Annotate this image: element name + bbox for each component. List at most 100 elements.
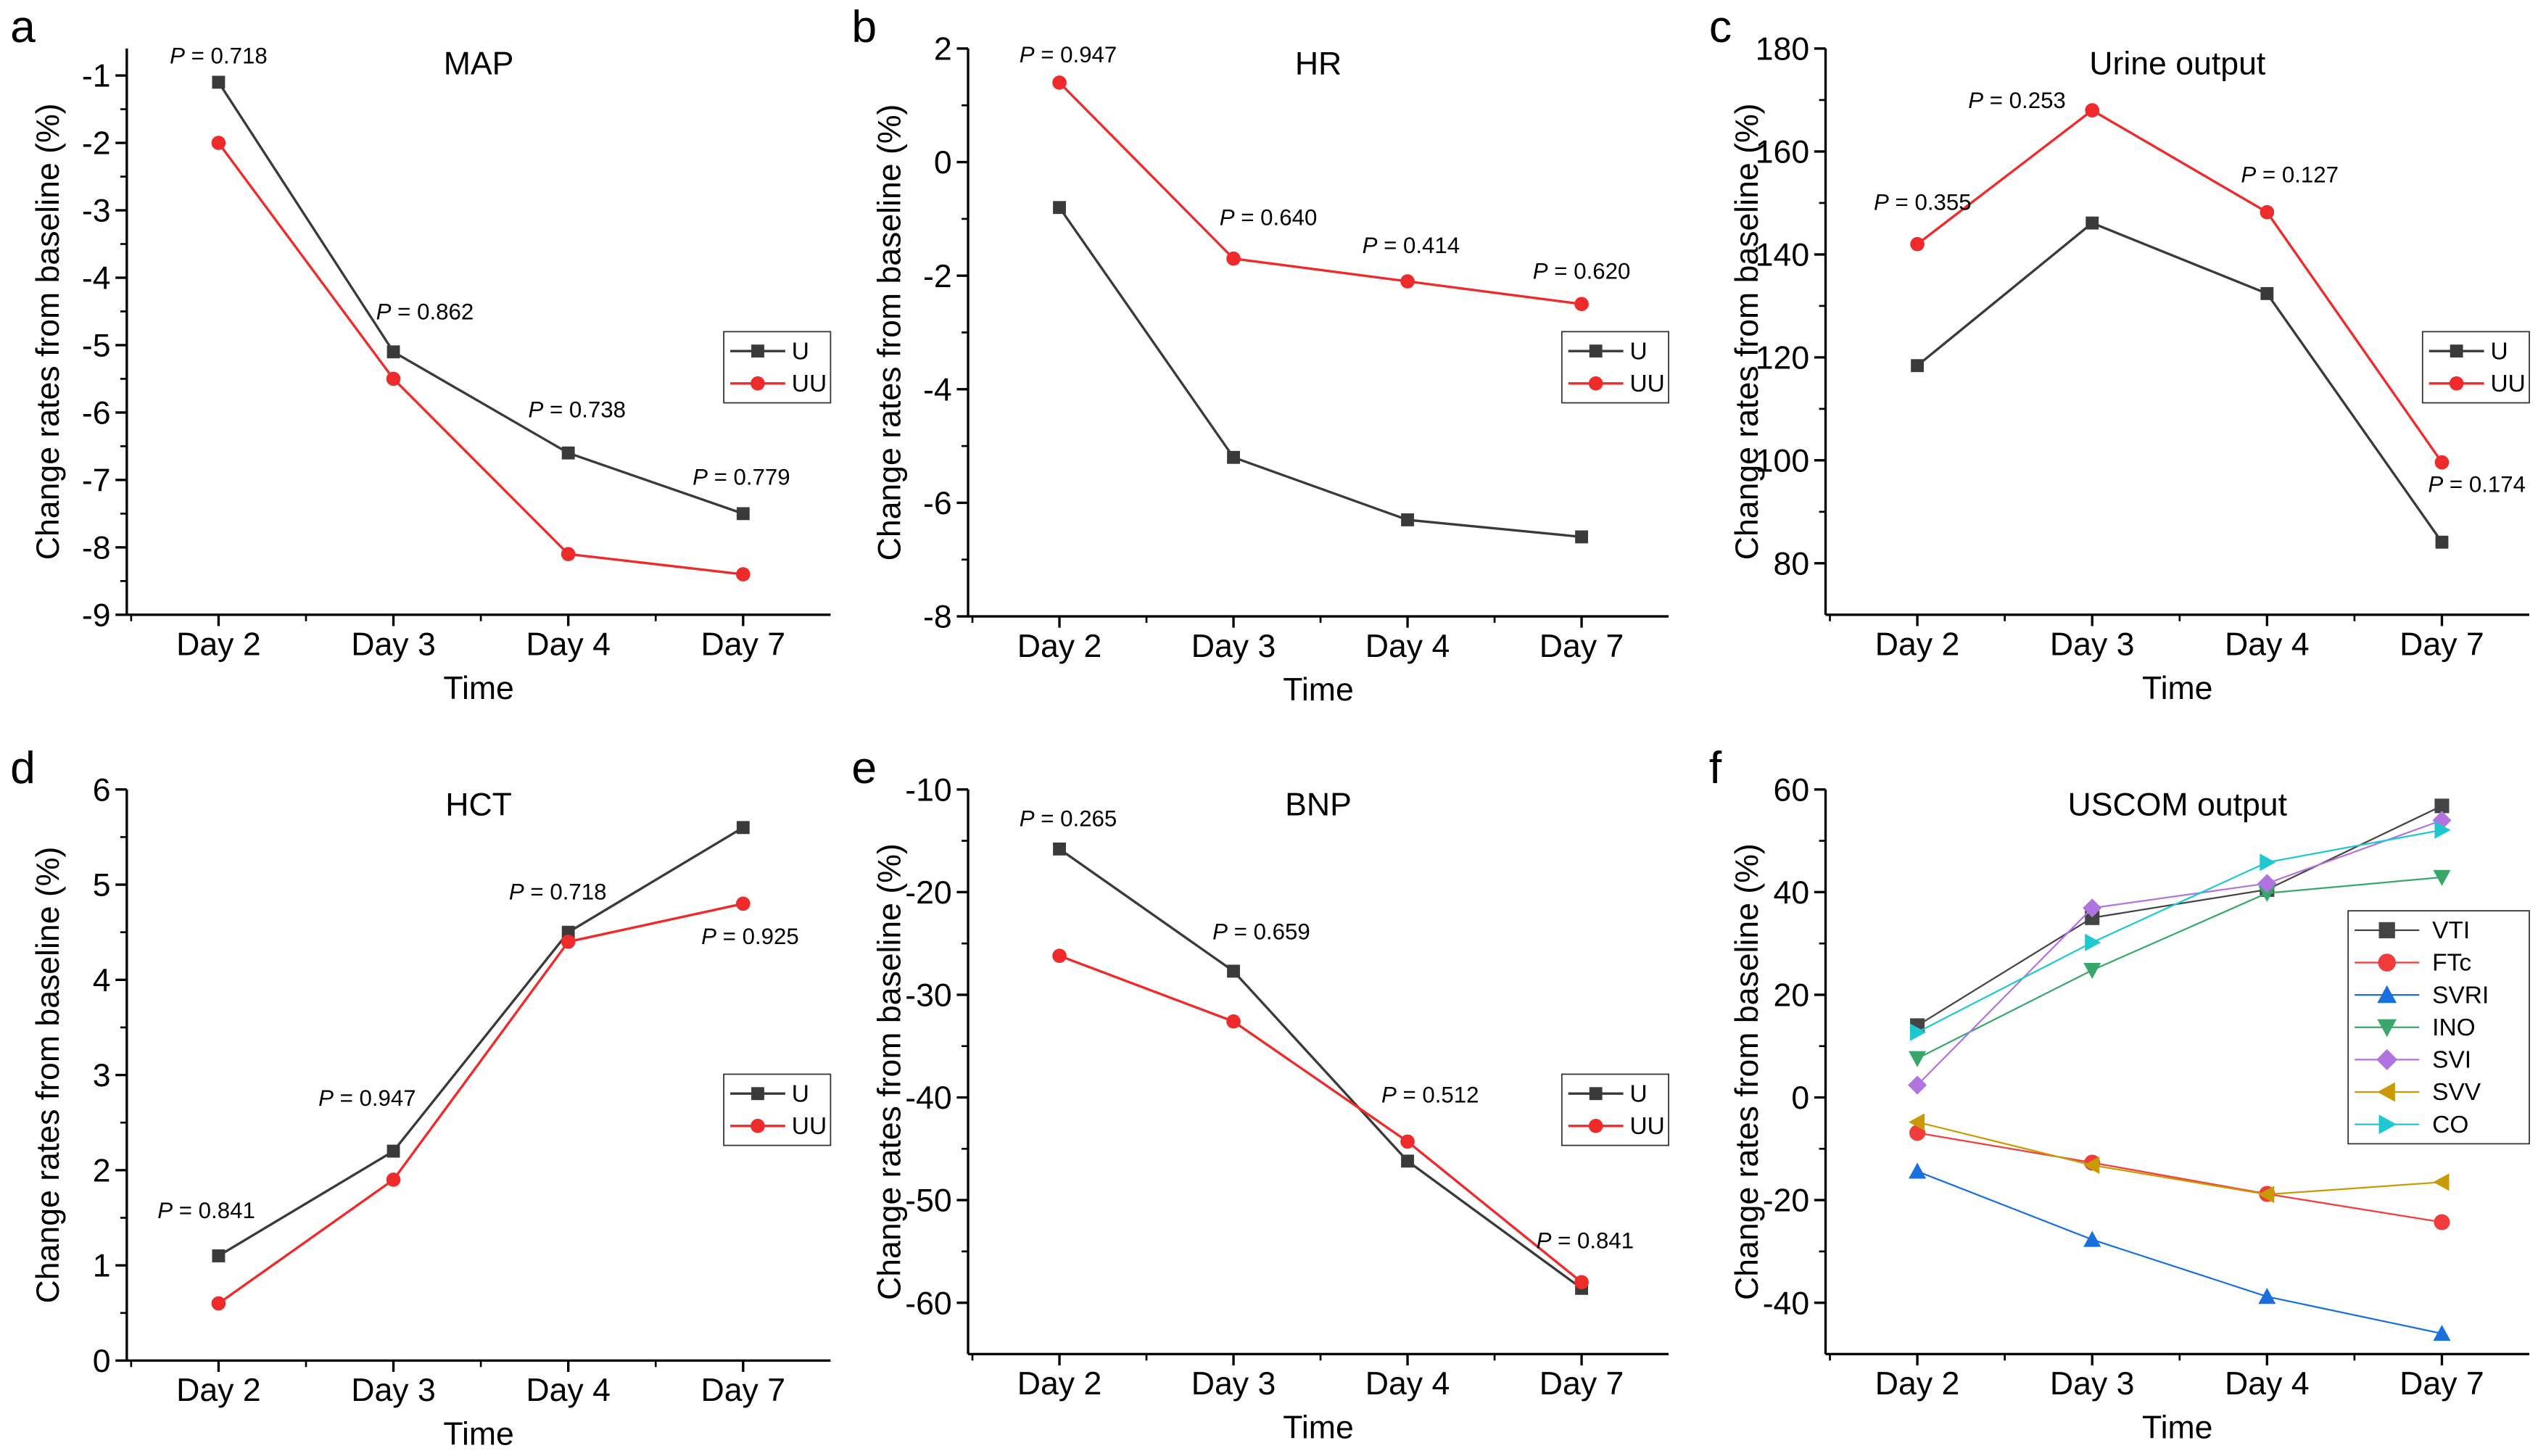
legend-marker-SVV: [2377, 1082, 2395, 1102]
p-value: = 0.841: [1551, 1228, 1634, 1253]
p-symbol: P: [157, 1198, 173, 1223]
y-tick-label: 2: [93, 1153, 111, 1188]
legend-label: U: [1630, 1080, 1648, 1107]
data-point-U: [387, 345, 400, 359]
y-tick-label: 0: [934, 145, 952, 181]
y-tick-label: -6: [923, 486, 952, 521]
legend-label: U: [2490, 338, 2508, 365]
chart-title: Urine output: [2089, 46, 2266, 82]
legend: UUU: [723, 1073, 832, 1146]
x-tick-label: Day 2: [1017, 1366, 1102, 1402]
legend-marker-U: [1589, 1087, 1603, 1101]
data-point-SVRI: [2258, 1288, 2276, 1304]
y-tick-label: 140: [1756, 238, 1809, 273]
data-point-FTc: [2434, 1214, 2450, 1230]
legend-label: FTc: [2432, 950, 2471, 977]
data-point-UU: [1226, 251, 1241, 266]
x-tick-label: Day 2: [1017, 629, 1102, 664]
legend-marker-U: [751, 344, 764, 358]
x-axis-label: Time: [1283, 672, 1353, 708]
y-tick-label: 60: [1774, 772, 1810, 808]
y-tick-label: 80: [1774, 546, 1810, 582]
x-tick-label: Day 7: [701, 1373, 786, 1408]
p-symbol: P: [1220, 205, 1235, 231]
chart-title: HR: [1295, 46, 1342, 82]
x-tick-label: Day 3: [351, 1373, 436, 1408]
data-point-UU: [1052, 948, 1067, 963]
data-point-UU: [1052, 75, 1067, 90]
data-point-UU: [211, 1296, 226, 1311]
data-point-UU: [2085, 103, 2100, 117]
x-tick-label: Day 7: [1539, 1366, 1624, 1402]
legend-marker-FTc: [2378, 954, 2396, 972]
y-tick-label: -20: [905, 875, 951, 911]
x-tick-label: Day 3: [1191, 1366, 1276, 1402]
p-symbol: P: [509, 879, 524, 904]
x-tick-label: Day 3: [1191, 629, 1276, 664]
data-point-U: [2260, 286, 2274, 300]
legend-label: VTI: [2432, 917, 2470, 944]
series-line-SVRI: [1917, 1170, 2442, 1335]
y-tick-label: -9: [82, 597, 111, 633]
y-tick-label: -40: [905, 1080, 951, 1116]
p-value-annotation: P = 0.718: [170, 43, 268, 68]
p-symbol: P: [1381, 1082, 1397, 1107]
y-axis-label: Change rates from baseline (%): [872, 843, 907, 1300]
y-tick-label: 6: [93, 772, 111, 808]
data-point-CO: [2434, 821, 2451, 839]
legend-label: UU: [792, 1113, 827, 1140]
data-point-UU: [1910, 236, 1925, 252]
y-tick-label: -6: [82, 396, 111, 431]
p-value-annotation: P = 0.640: [1220, 205, 1318, 231]
y-tick-label: 160: [1756, 135, 1809, 170]
data-point-CO: [1910, 1023, 1927, 1041]
legend: UUU: [2421, 331, 2530, 404]
series-line-VTI: [1917, 805, 2442, 1027]
p-value-annotation: P = 0.947: [1020, 42, 1117, 67]
p-symbol: P: [1533, 258, 1548, 284]
chart-title: HCT: [445, 787, 512, 822]
legend-box: [723, 1073, 832, 1146]
x-tick-label: Day 7: [701, 627, 786, 663]
y-tick-label: 100: [1756, 443, 1809, 479]
x-tick-label: Day 3: [351, 627, 436, 663]
y-tick-label: 4: [93, 963, 111, 998]
p-symbol: P: [1968, 88, 1983, 113]
x-tick-label: Day 2: [1875, 627, 1960, 663]
y-tick-label: 120: [1756, 340, 1809, 376]
legend-marker-SVRI: [2377, 985, 2397, 1004]
data-point-SVV: [1909, 1113, 1925, 1131]
p-value-annotation: P = 0.738: [528, 397, 626, 422]
legend-label: INO: [2432, 1014, 2475, 1041]
legend-label: SVI: [2432, 1047, 2471, 1074]
y-tick-label: -4: [82, 261, 111, 297]
data-point-U: [1053, 842, 1066, 856]
data-point-CO: [2085, 933, 2101, 951]
series-line-UU: [1917, 109, 2443, 463]
panel-letter: c: [1709, 1, 1732, 52]
y-tick-label: -3: [82, 194, 111, 229]
data-point-UU: [2260, 204, 2275, 220]
legend-marker-CO: [2378, 1114, 2397, 1135]
data-point-SVV: [2433, 1173, 2450, 1191]
x-axis-label: Time: [443, 1416, 513, 1452]
x-tick-label: Day 4: [1365, 629, 1450, 664]
data-point-UU: [561, 934, 576, 949]
y-tick-label: 0: [1791, 1080, 1809, 1116]
data-point-UU: [1574, 1275, 1589, 1290]
legend-label: SVRI: [2432, 982, 2489, 1009]
panel-letter: b: [851, 1, 877, 52]
legend-label: UU: [792, 371, 827, 397]
p-symbol: P: [170, 43, 185, 68]
x-tick-label: Day 3: [2050, 627, 2135, 663]
p-value-annotation: P = 0.841: [157, 1198, 255, 1223]
data-point-UU: [735, 896, 751, 911]
p-value-annotation: P = 0.253: [1968, 88, 2066, 113]
p-value: = 0.355: [1889, 190, 1972, 215]
legend-label: SVV: [2432, 1079, 2481, 1106]
x-axis-label: Time: [2142, 671, 2212, 706]
data-point-SVRI: [2083, 1230, 2101, 1247]
x-tick-label: Day 2: [176, 1373, 261, 1408]
data-point-UU: [561, 547, 576, 561]
data-point-UU: [386, 371, 401, 386]
